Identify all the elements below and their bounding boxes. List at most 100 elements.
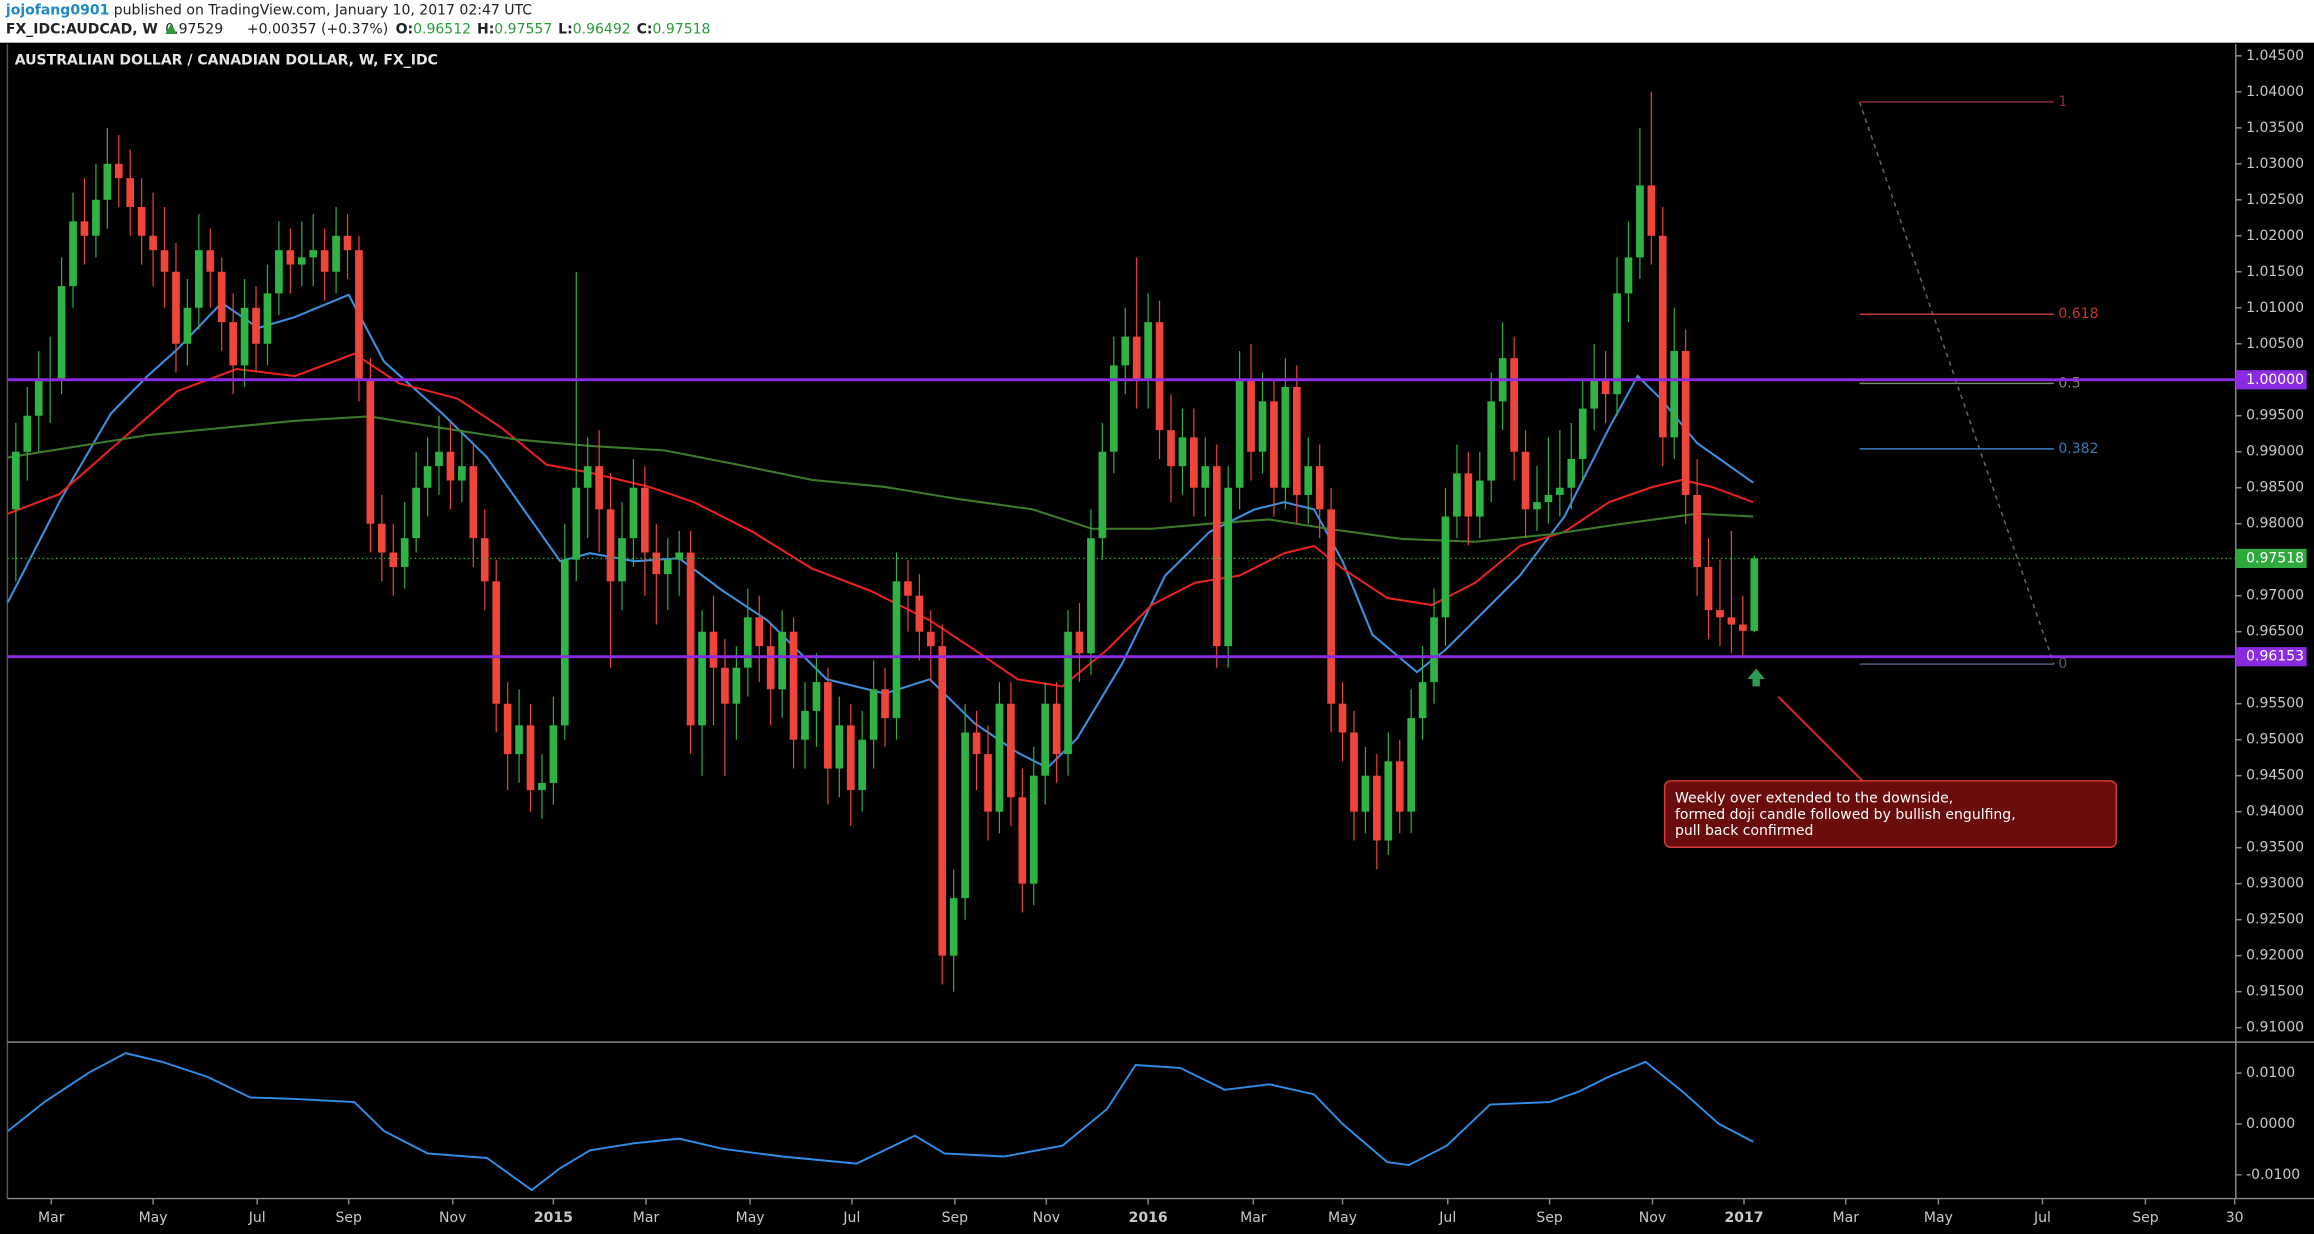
- candle-body: [1281, 386, 1290, 488]
- y-tick-label: 0.93000: [2246, 876, 2304, 892]
- candle-body: [709, 631, 718, 668]
- candle-body: [458, 466, 466, 481]
- callout-line: [1777, 695, 1864, 782]
- candle-body: [892, 581, 901, 719]
- candle-body: [1018, 797, 1027, 884]
- candle-body: [755, 617, 764, 647]
- price-tag-label: 1.00000: [2246, 372, 2304, 388]
- x-tick-label: Jul: [248, 1210, 266, 1226]
- candle-body: [1224, 487, 1233, 647]
- candle-body: [538, 782, 546, 791]
- candle-body: [1052, 703, 1061, 755]
- candle-body: [1292, 386, 1301, 495]
- candle-body: [766, 646, 775, 690]
- candle-body: [1647, 185, 1656, 236]
- x-tick-label: Mar: [633, 1210, 660, 1226]
- candle-body: [1361, 775, 1370, 812]
- x-tick-label: Mar: [38, 1210, 65, 1226]
- candle-body: [1304, 466, 1313, 495]
- y-tick-label: 1.02500: [2246, 192, 2304, 208]
- candle-body: [92, 199, 100, 236]
- y-tick-label: 0.92500: [2246, 912, 2304, 928]
- candle-body: [366, 379, 375, 524]
- x-tick-label: 2017: [1724, 1210, 1763, 1226]
- x-tick-label: Mar: [1833, 1210, 1860, 1226]
- candle-body: [984, 754, 992, 812]
- candle-body: [606, 509, 615, 582]
- y-tick-label: 0.94000: [2246, 804, 2304, 820]
- price: 0.97529: [165, 22, 223, 38]
- chart-title: AUSTRALIAN DOLLAR / CANADIAN DOLLAR, W, …: [15, 53, 438, 69]
- candle-body: [629, 487, 638, 539]
- candle-body: [469, 466, 478, 539]
- fib-trend-line: [1858, 101, 2055, 665]
- ohlc-label: C:: [637, 22, 653, 38]
- y-tick-label: 0.95500: [2246, 696, 2304, 712]
- author[interactable]: jojofang0901: [5, 2, 109, 18]
- header-bar: [0, 0, 2314, 43]
- candle-body: [1693, 494, 1701, 567]
- candle-body: [743, 617, 752, 668]
- price-tag: [2235, 647, 2307, 667]
- candle-body: [1464, 473, 1473, 517]
- candle-body: [435, 451, 443, 467]
- candle-body: [995, 703, 1004, 812]
- candle-body: [1578, 408, 1587, 459]
- candle-body: [400, 538, 409, 567]
- candle-body: [801, 710, 809, 740]
- candle-body: [1087, 538, 1095, 654]
- header-line: jojofang0901 published on TradingView.com…: [5, 2, 532, 18]
- annotation-text: pull back confirmed: [1675, 823, 1813, 839]
- ohlc-label: L:: [558, 22, 573, 38]
- candle-body: [732, 667, 741, 704]
- candle-body: [1567, 458, 1576, 488]
- symbol: FX_IDC:AUDCAD, W: [6, 22, 159, 38]
- candle-body: [446, 451, 455, 481]
- candle-body: [1750, 558, 1759, 631]
- candle-body: [1681, 350, 1690, 495]
- y-tick-label: 0.91500: [2246, 984, 2304, 1000]
- x-tick-label: Mar: [1240, 1210, 1267, 1226]
- candle-body: [343, 235, 352, 251]
- candle-body: [160, 250, 169, 272]
- change: +0.00357 (+0.37%): [247, 22, 388, 38]
- candle-body: [926, 631, 935, 647]
- x-tick-label: Jul: [842, 1210, 860, 1226]
- candle-body: [824, 682, 832, 769]
- candle-body: [332, 235, 340, 272]
- y-tick-label: 0.92000: [2246, 948, 2304, 964]
- oscillator-line: [7, 1052, 1754, 1192]
- candle-body: [515, 725, 523, 755]
- arrow-up-marker: [1747, 668, 1766, 687]
- candle-body: [1475, 480, 1484, 517]
- candle-body: [1121, 336, 1130, 366]
- x-tick-label: Sep: [335, 1210, 362, 1226]
- candle-body: [80, 221, 89, 236]
- candle-body: [1407, 718, 1416, 812]
- y-tick-label: 0.97000: [2246, 588, 2304, 604]
- y-tick-label: 0.91000: [2246, 1020, 2304, 1036]
- candle-body: [1132, 336, 1141, 380]
- candle-body: [194, 250, 203, 308]
- candle-body: [1373, 775, 1381, 841]
- fib-label: 1: [2058, 94, 2067, 110]
- ohlc-value: 0.96512: [413, 22, 471, 38]
- candle-body: [1704, 566, 1713, 611]
- candle-body: [652, 552, 661, 575]
- candle-body: [206, 250, 215, 272]
- candle-body: [1098, 451, 1107, 539]
- candle-body: [172, 271, 180, 344]
- candle-body: [480, 538, 489, 582]
- symbol-line: FX_IDC:AUDCAD, W 0.97529 +0.00357 (+0.37%)…: [6, 22, 711, 38]
- y-tick-label: 1.00500: [2246, 336, 2304, 352]
- ohlc-value: 0.97518: [652, 22, 710, 38]
- candle-body: [1636, 185, 1644, 258]
- candle-body: [1533, 502, 1541, 510]
- candle-body: [1601, 379, 1610, 395]
- candle-body: [1270, 401, 1278, 488]
- y-tick-label: 1.04500: [2246, 48, 2304, 64]
- y2-tick-label: -0.0100: [2246, 1167, 2300, 1183]
- up-triangle-icon: [165, 23, 178, 34]
- candle-body: [1739, 624, 1747, 631]
